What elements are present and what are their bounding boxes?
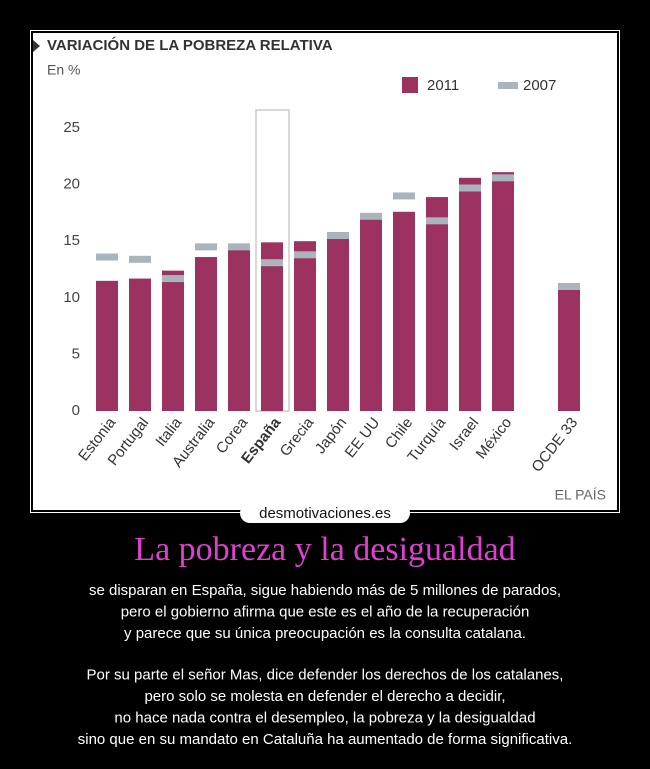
marker xyxy=(492,174,514,182)
marker xyxy=(327,232,349,240)
y-tick-label: 10 xyxy=(63,289,80,306)
legend-swatch xyxy=(498,82,518,89)
bar xyxy=(96,280,118,411)
bar xyxy=(426,197,448,411)
marker xyxy=(393,192,415,200)
bar xyxy=(360,214,382,411)
marker xyxy=(228,243,250,251)
bar xyxy=(228,249,250,411)
marker xyxy=(426,217,448,225)
marker xyxy=(558,282,580,290)
y-tick-label: 25 xyxy=(63,119,80,136)
bar xyxy=(162,270,184,411)
bar xyxy=(459,177,481,411)
chart-panel xyxy=(33,33,617,510)
bar xyxy=(294,241,316,411)
body-line: Por su parte el señor Mas, dice defender… xyxy=(87,666,564,683)
body-line: pero solo se molesta en defender el dere… xyxy=(144,688,505,705)
chart-subtitle: En % xyxy=(47,62,80,78)
body-line: no hace nada contra el desempleo, la pob… xyxy=(114,709,535,726)
marker xyxy=(360,212,382,220)
legend-label: 2007 xyxy=(523,77,556,94)
body-line: y parece que su única preocupación es la… xyxy=(124,625,526,642)
poster-title: La pobreza y la desigualdad xyxy=(134,531,515,568)
legend-swatch xyxy=(402,77,418,93)
chart-title: VARIACIÓN DE LA POBREZA RELATIVA xyxy=(47,36,333,54)
legend-label: 2011 xyxy=(427,77,459,94)
marker xyxy=(129,255,151,263)
y-tick-label: 5 xyxy=(72,345,80,362)
watermark: desmotivaciones.es xyxy=(259,505,391,522)
marker xyxy=(261,259,283,267)
body-line: pero el gobierno afirma que este es el a… xyxy=(121,603,530,620)
bar xyxy=(558,283,580,411)
bar xyxy=(195,257,217,411)
marker xyxy=(195,243,217,251)
bar xyxy=(327,232,349,411)
watermark-pill xyxy=(240,503,410,523)
body-line: se disparan en España, sigue habiendo má… xyxy=(89,582,561,599)
body-line: sino que en su mandato en Cataluña ha au… xyxy=(78,731,573,748)
poster-body: se disparan en España, sigue habiendo má… xyxy=(78,582,573,748)
marker xyxy=(162,275,184,283)
marker xyxy=(459,184,481,192)
title-marker xyxy=(33,40,40,52)
y-tick-label: 15 xyxy=(63,232,80,249)
bar xyxy=(261,242,283,411)
source: EL PAÍS xyxy=(555,487,606,503)
marker xyxy=(294,251,316,259)
bar xyxy=(492,172,514,411)
bar xyxy=(129,278,151,411)
y-tick-label: 0 xyxy=(72,402,80,419)
bar xyxy=(393,211,415,411)
y-tick-label: 20 xyxy=(63,176,80,193)
marker xyxy=(96,253,118,261)
